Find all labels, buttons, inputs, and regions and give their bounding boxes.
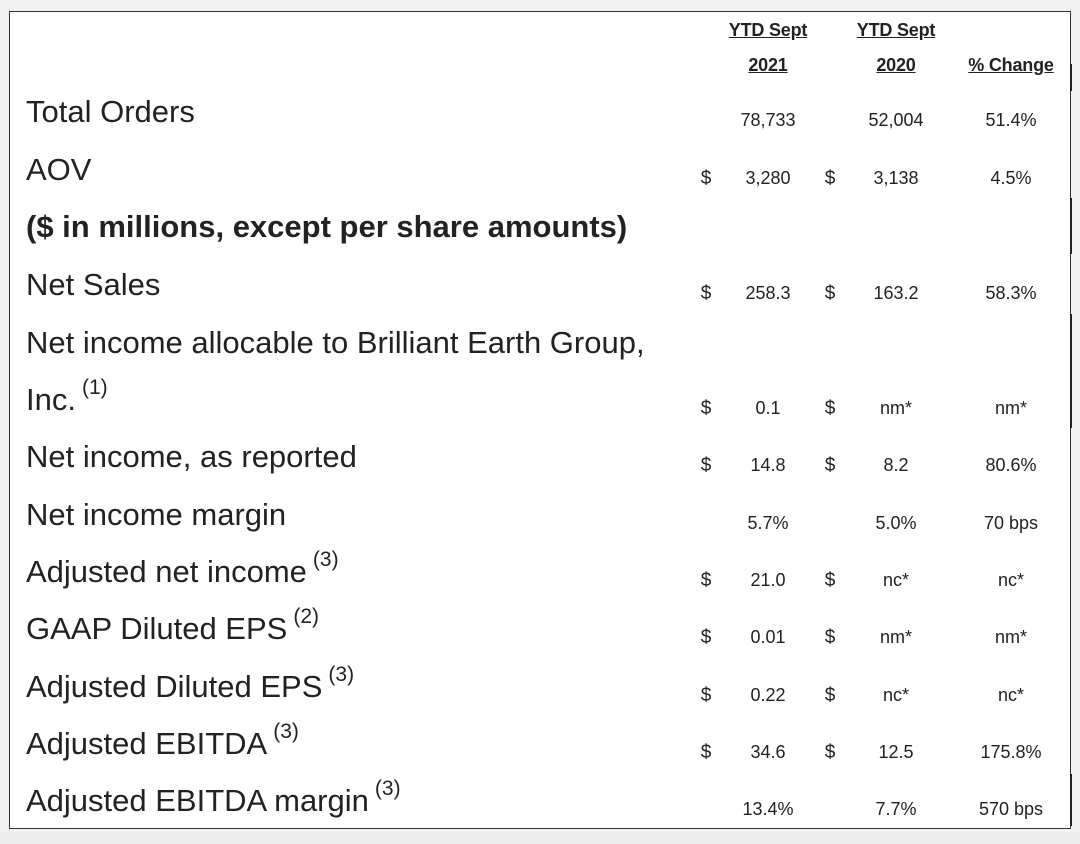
value-pct-change: 70 bps xyxy=(983,513,1039,533)
value-2020: 52,004 xyxy=(868,110,924,130)
dollar-sign-2020: $ xyxy=(824,455,836,476)
value-pct-change: 175.8% xyxy=(980,742,1042,762)
value-2021: 34.6 xyxy=(750,742,786,762)
row-label-text: Net Sales xyxy=(26,267,161,302)
row-label-text: Adjusted EBITDA xyxy=(26,726,268,761)
right-border-segment xyxy=(1070,64,1072,91)
dollar-sign-2020: $ xyxy=(824,627,836,648)
right-border-segment xyxy=(1070,198,1072,254)
footnote-ref: (3) xyxy=(312,548,339,571)
dollar-sign-2020: $ xyxy=(824,168,836,189)
header-col-2020-line2: 2020 xyxy=(876,55,916,75)
footnote-ref: (3) xyxy=(273,720,299,743)
value-2020: 8.2 xyxy=(883,455,909,475)
dollar-sign-2021: $ xyxy=(700,570,712,591)
value-pct-change: 4.5% xyxy=(990,168,1032,188)
value-2020: nc* xyxy=(882,570,909,590)
value-2020: 5.0% xyxy=(875,513,917,533)
footnote-ref: (3) xyxy=(328,663,355,686)
value-pct-change: 58.3% xyxy=(985,283,1037,303)
row-label-text: ($ in millions, except per share amounts… xyxy=(26,209,628,244)
header-col-2020-line1: YTD Sept xyxy=(856,20,936,40)
row-label: AOV xyxy=(26,152,91,188)
value-pct-change: nc* xyxy=(997,570,1024,590)
value-2021: 0.22 xyxy=(750,685,786,705)
value-pct-change: nm* xyxy=(994,627,1027,647)
row-label: Net income allocable to Brilliant Earth … xyxy=(26,325,645,361)
value-2021: 5.7% xyxy=(747,513,789,533)
footnote-ref: (3) xyxy=(374,777,401,800)
value-2021: 78,733 xyxy=(740,110,796,130)
dollar-sign-2020: $ xyxy=(824,283,836,304)
row-label-text: Net income, as reported xyxy=(26,439,357,474)
dollar-sign-2021: $ xyxy=(700,283,712,304)
row-label: Net income margin xyxy=(26,497,286,533)
row-label: Net income, as reported xyxy=(26,439,357,475)
value-2021: 21.0 xyxy=(750,570,786,590)
value-2020: 3,138 xyxy=(873,168,919,188)
row-label-text: Net income margin xyxy=(26,497,287,532)
dollar-sign-2021: $ xyxy=(700,627,712,648)
value-2021: 3,280 xyxy=(745,168,791,188)
value-pct-change: nm* xyxy=(994,398,1027,418)
header-col-pct-change: % Change xyxy=(968,55,1054,75)
dollar-sign-2021: $ xyxy=(700,455,712,476)
value-2020: nc* xyxy=(882,685,909,705)
row-label-text: Total Orders xyxy=(26,94,195,129)
value-2021: 13.4% xyxy=(742,799,794,819)
row-label: Adjusted net income (3) xyxy=(26,548,339,590)
row-label-text: Adjusted net income xyxy=(26,554,307,589)
dollar-sign-2021: $ xyxy=(700,742,712,763)
row-label: Adjusted EBITDA (3) xyxy=(26,720,299,762)
right-border-segment xyxy=(1070,774,1072,826)
value-2020: 7.7% xyxy=(875,799,917,819)
financial-summary-table: YTD Sept 2021 YTD Sept 2020 % Change Tot… xyxy=(9,11,1072,829)
row-label: Inc. (1) xyxy=(26,376,108,418)
right-border-segment xyxy=(1070,314,1072,428)
value-2020: 163.2 xyxy=(873,283,919,303)
dollar-sign-2021: $ xyxy=(700,685,712,706)
footnote-ref: (1) xyxy=(81,376,108,399)
row-label: ($ in millions, except per share amounts… xyxy=(26,209,627,245)
value-pct-change: 80.6% xyxy=(985,455,1037,475)
row-label-text: Net income allocable to Brilliant Earth … xyxy=(26,325,645,360)
dollar-sign-2020: $ xyxy=(824,398,836,419)
header-col-2021-line2: 2021 xyxy=(748,55,788,75)
row-label-text: AOV xyxy=(26,152,92,187)
dollar-sign-2021: $ xyxy=(700,168,712,189)
row-label: GAAP Diluted EPS (2) xyxy=(26,605,319,647)
row-label: Adjusted Diluted EPS (3) xyxy=(26,663,354,705)
footnote-ref: (2) xyxy=(293,605,320,628)
value-2021: 258.3 xyxy=(745,283,791,303)
row-label: Adjusted EBITDA margin (3) xyxy=(26,777,401,819)
dollar-sign-2021: $ xyxy=(700,398,712,419)
page-background-strip xyxy=(0,832,1080,844)
value-pct-change: 51.4% xyxy=(985,110,1037,130)
dollar-sign-2020: $ xyxy=(824,685,836,706)
row-label: Total Orders xyxy=(26,94,195,130)
value-2021: 14.8 xyxy=(750,455,786,475)
row-label-text: Adjusted EBITDA margin xyxy=(26,783,369,818)
value-2020: nm* xyxy=(879,398,912,418)
value-2020: 12.5 xyxy=(878,742,914,762)
row-label-text: GAAP Diluted EPS xyxy=(26,611,288,646)
value-2021: 0.01 xyxy=(750,627,786,647)
value-2020: nm* xyxy=(879,627,912,647)
value-pct-change: 570 bps xyxy=(978,799,1044,819)
row-label-text: Adjusted Diluted EPS xyxy=(26,669,323,704)
value-pct-change: nc* xyxy=(997,685,1024,705)
dollar-sign-2020: $ xyxy=(824,570,836,591)
row-label-text: Inc. xyxy=(26,382,76,417)
header-col-2021-line1: YTD Sept xyxy=(728,20,808,40)
value-2021: 0.1 xyxy=(755,398,781,418)
dollar-sign-2020: $ xyxy=(824,742,836,763)
row-label: Net Sales xyxy=(26,267,160,303)
